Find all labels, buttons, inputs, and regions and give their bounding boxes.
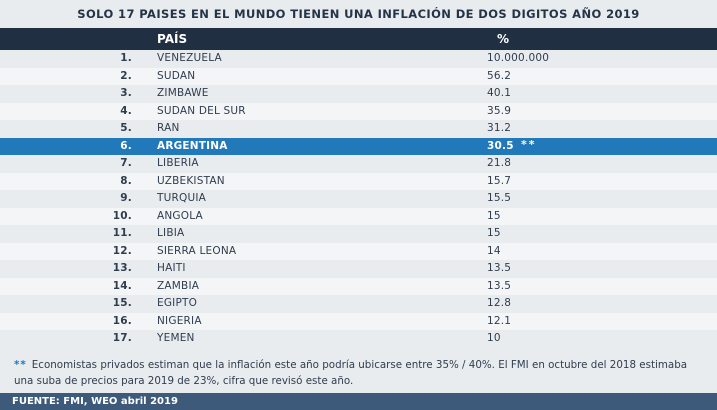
table-row: 17. YEMEN 10 bbox=[0, 330, 717, 348]
title-bar: SOLO 17 PAISES EN EL MUNDO TIENEN UNA IN… bbox=[0, 0, 717, 28]
inflation-value-cell: 31.2 bbox=[487, 122, 512, 135]
rank-cell: 6. bbox=[120, 139, 132, 152]
inflation-value-cell: 15.7 bbox=[487, 174, 512, 187]
footnote-marker: ** bbox=[14, 359, 27, 371]
table-header: PAÍS % bbox=[0, 28, 717, 50]
table-row: 15. EGIPTO 12.8 bbox=[0, 295, 717, 313]
table-row: 8. UZBEKISTAN 15.7 bbox=[0, 172, 717, 191]
inflation-value-cell: 40.1 bbox=[487, 87, 512, 100]
country-cell: HAITI bbox=[157, 262, 186, 275]
rank-cell: 9. bbox=[120, 192, 132, 205]
inflation-value-cell: 15 bbox=[487, 227, 501, 240]
table-row: 11. LIBIA 15 bbox=[0, 225, 717, 243]
rank-cell: 14. bbox=[112, 279, 132, 292]
table-body: 1. VENEZUELA 10.000.000 2. SUDAN 56.2 3. ZIMBAW… bbox=[0, 50, 717, 348]
country-cell: ARGENTINA bbox=[157, 139, 228, 152]
inflation-value-cell: 15 bbox=[487, 209, 501, 222]
footnote-marker-inline: ** bbox=[521, 137, 537, 151]
inflation-value-cell: 14 bbox=[487, 244, 501, 257]
country-cell: LIBIA bbox=[157, 227, 185, 240]
rank-cell: 2. bbox=[120, 69, 132, 82]
inflation-value-cell: 30.5 bbox=[487, 139, 514, 152]
table-row: 5. RAN 31.2 bbox=[0, 120, 717, 138]
chart-title: SOLO 17 PAISES EN EL MUNDO TIENEN UNA IN… bbox=[77, 7, 640, 21]
table-row: 16. NIGERIA 12.1 bbox=[0, 312, 717, 331]
footnote: ** Economistas privados estiman que la in… bbox=[14, 358, 704, 389]
inflation-value-cell: 12.8 bbox=[487, 297, 512, 310]
table-row: 7. LIBERIA 21.8 bbox=[0, 155, 717, 173]
table-row: 1. VENEZUELA 10.000.000 bbox=[0, 50, 717, 68]
rank-cell: 11. bbox=[112, 227, 132, 240]
table-row: 2. SUDAN 56.2 bbox=[0, 67, 717, 86]
country-cell: YEMEN bbox=[157, 332, 195, 345]
country-cell: NIGERIA bbox=[157, 314, 202, 327]
table-row-highlighted: 6. ARGENTINA 30.5 ** bbox=[0, 137, 717, 156]
table-row: 10. ANGOLA 15 bbox=[0, 207, 717, 226]
header-country: PAÍS bbox=[157, 32, 188, 46]
rank-cell: 10. bbox=[112, 209, 132, 222]
country-cell: SIERRA LEONA bbox=[157, 244, 237, 257]
country-cell: SUDAN DEL SUR bbox=[157, 104, 246, 117]
inflation-value-cell: 35.9 bbox=[487, 104, 512, 117]
table-row: 9. TURQUIA 15.5 bbox=[0, 190, 717, 208]
rank-cell: 4. bbox=[120, 104, 132, 117]
inflation-value-cell: 13.5 bbox=[487, 279, 512, 292]
country-cell: RAN bbox=[157, 122, 180, 135]
rank-cell: 15. bbox=[112, 297, 132, 310]
country-cell: ZIMBAWE bbox=[157, 87, 209, 100]
rank-cell: 5. bbox=[120, 122, 132, 135]
rank-cell: 1. bbox=[120, 52, 132, 64]
rank-cell: 3. bbox=[120, 87, 132, 100]
country-cell: ANGOLA bbox=[157, 209, 203, 222]
inflation-value-cell: 13.5 bbox=[487, 262, 512, 275]
country-cell: UZBEKISTAN bbox=[157, 174, 225, 187]
rank-cell: 17. bbox=[112, 332, 132, 345]
rank-cell: 16. bbox=[112, 314, 132, 327]
inflation-value-cell: 10 bbox=[487, 332, 501, 345]
table-row: 14. ZAMBIA 13.5 bbox=[0, 277, 717, 296]
table-row: 3. ZIMBAWE 40.1 bbox=[0, 85, 717, 103]
inflation-value-cell: 21.8 bbox=[487, 157, 512, 170]
country-cell: EGIPTO bbox=[157, 297, 198, 310]
header-percent: % bbox=[497, 32, 510, 46]
country-cell: ZAMBIA bbox=[157, 279, 200, 292]
footnote-text: Economistas privados estiman que la infl… bbox=[14, 359, 688, 387]
country-cell: VENEZUELA bbox=[157, 52, 222, 64]
country-cell: SUDAN bbox=[157, 69, 196, 82]
country-cell: LIBERIA bbox=[157, 157, 199, 170]
source-text: FUENTE: FMI, WEO abril 2019 bbox=[12, 396, 178, 407]
inflation-value-cell: 56.2 bbox=[487, 69, 512, 82]
rank-cell: 12. bbox=[112, 244, 132, 257]
inflation-value-cell: 10.000.000 bbox=[487, 52, 550, 64]
source-footer: FUENTE: FMI, WEO abril 2019 bbox=[0, 393, 717, 410]
inflation-value-cell: 12.1 bbox=[487, 314, 512, 327]
table-row: 12. SIERRA LEONA 14 bbox=[0, 242, 717, 261]
rank-cell: 13. bbox=[112, 262, 132, 275]
inflation-value-cell: 15.5 bbox=[487, 192, 512, 205]
table-row: 4. SUDAN DEL SUR 35.9 bbox=[0, 102, 717, 121]
rank-cell: 8. bbox=[120, 174, 132, 187]
table-row: 13. HAITI 13.5 bbox=[0, 260, 717, 278]
rank-cell: 7. bbox=[120, 157, 132, 170]
country-cell: TURQUIA bbox=[157, 192, 207, 205]
